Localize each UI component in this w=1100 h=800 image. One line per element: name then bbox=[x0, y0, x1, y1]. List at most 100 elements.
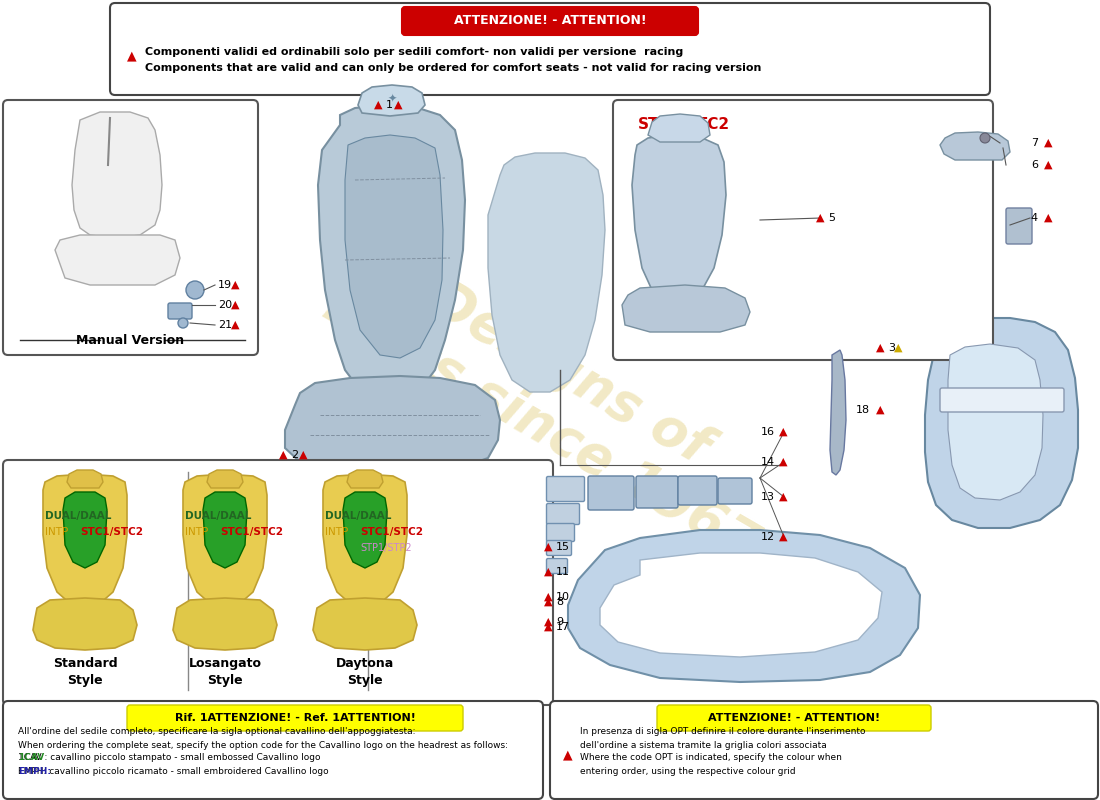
Text: 7: 7 bbox=[1031, 138, 1038, 148]
Text: STC1/STC2: STC1/STC2 bbox=[220, 527, 283, 537]
Polygon shape bbox=[830, 350, 846, 475]
FancyBboxPatch shape bbox=[550, 701, 1098, 799]
Text: 3: 3 bbox=[888, 343, 895, 353]
Text: 6: 6 bbox=[1031, 160, 1038, 170]
Text: ▲: ▲ bbox=[543, 592, 552, 602]
FancyBboxPatch shape bbox=[588, 476, 634, 510]
FancyBboxPatch shape bbox=[168, 303, 192, 319]
Text: 21: 21 bbox=[218, 320, 232, 330]
Text: ▲: ▲ bbox=[128, 50, 136, 62]
Polygon shape bbox=[43, 474, 126, 610]
Text: ATTENZIONE! - ATTENTION!: ATTENZIONE! - ATTENTION! bbox=[708, 713, 880, 723]
Text: 13: 13 bbox=[761, 492, 776, 502]
Text: ▲: ▲ bbox=[779, 457, 788, 467]
Text: STC1/STC2: STC1/STC2 bbox=[80, 527, 143, 537]
Polygon shape bbox=[72, 112, 162, 238]
Polygon shape bbox=[345, 135, 443, 358]
Text: 1: 1 bbox=[386, 100, 393, 110]
Text: ▲: ▲ bbox=[563, 749, 573, 762]
Text: DUAL/DAAL: DUAL/DAAL bbox=[45, 511, 111, 521]
Text: ▲: ▲ bbox=[299, 450, 307, 460]
Text: Components that are valid and can only be ordered for comfort seats - not valid : Components that are valid and can only b… bbox=[145, 63, 761, 73]
Polygon shape bbox=[343, 492, 387, 568]
Text: ▲: ▲ bbox=[543, 617, 552, 627]
Text: 11: 11 bbox=[556, 567, 570, 577]
Polygon shape bbox=[318, 105, 465, 400]
Text: ▲: ▲ bbox=[1044, 213, 1053, 223]
Text: ▲: ▲ bbox=[394, 100, 403, 110]
Text: 5: 5 bbox=[828, 213, 835, 223]
Text: Standard
Style: Standard Style bbox=[53, 657, 118, 687]
FancyBboxPatch shape bbox=[547, 558, 568, 574]
Text: ▲: ▲ bbox=[816, 213, 824, 223]
FancyBboxPatch shape bbox=[613, 100, 993, 360]
Text: STP1/STP2: STP1/STP2 bbox=[360, 543, 411, 553]
Polygon shape bbox=[488, 153, 605, 392]
Text: INTP: INTP bbox=[324, 527, 349, 537]
Polygon shape bbox=[568, 530, 920, 682]
FancyBboxPatch shape bbox=[3, 460, 553, 705]
Polygon shape bbox=[204, 492, 248, 568]
Text: DUAL/DAAL: DUAL/DAAL bbox=[324, 511, 392, 521]
Text: ▲: ▲ bbox=[779, 532, 788, 542]
Text: 8: 8 bbox=[556, 597, 563, 607]
FancyBboxPatch shape bbox=[3, 100, 258, 355]
Polygon shape bbox=[925, 318, 1078, 528]
Text: ✦: ✦ bbox=[387, 94, 397, 104]
Ellipse shape bbox=[186, 281, 204, 299]
Text: EMPH: cavallino piccolo ricamato - small embroidered Cavallino logo: EMPH: cavallino piccolo ricamato - small… bbox=[18, 766, 329, 775]
Text: 2: 2 bbox=[292, 450, 298, 460]
Text: INTP: INTP bbox=[185, 527, 208, 537]
Polygon shape bbox=[621, 285, 750, 332]
Text: ▲: ▲ bbox=[876, 343, 884, 353]
Text: dell'ordine a sistema tramite la griglia colori associata: dell'ordine a sistema tramite la griglia… bbox=[580, 741, 827, 750]
Text: STC1/STC2: STC1/STC2 bbox=[638, 118, 730, 133]
Text: All'ordine del sedile completo, specificare la sigla optional cavallino dell'app: All'ordine del sedile completo, specific… bbox=[18, 727, 416, 737]
FancyBboxPatch shape bbox=[110, 3, 990, 95]
FancyBboxPatch shape bbox=[657, 705, 931, 731]
Polygon shape bbox=[948, 344, 1043, 500]
Polygon shape bbox=[67, 470, 103, 488]
Text: 19: 19 bbox=[218, 280, 232, 290]
Text: 15: 15 bbox=[556, 542, 570, 552]
Polygon shape bbox=[358, 85, 425, 116]
Text: ▲: ▲ bbox=[374, 100, 383, 110]
FancyBboxPatch shape bbox=[547, 503, 580, 525]
Polygon shape bbox=[323, 474, 407, 610]
FancyBboxPatch shape bbox=[402, 7, 698, 35]
Text: 4: 4 bbox=[1031, 213, 1038, 223]
Polygon shape bbox=[55, 235, 180, 285]
FancyBboxPatch shape bbox=[547, 477, 584, 502]
FancyBboxPatch shape bbox=[3, 701, 543, 799]
Text: 17: 17 bbox=[556, 622, 570, 632]
Text: 1CAV : cavallino piccolo stampato - small embossed Cavallino logo: 1CAV : cavallino piccolo stampato - smal… bbox=[18, 754, 320, 762]
Text: entering order, using the respective colour grid: entering order, using the respective col… bbox=[580, 766, 795, 775]
Text: Designs of
Parts since 1967: Designs of Parts since 1967 bbox=[315, 229, 795, 571]
Text: ▲: ▲ bbox=[543, 597, 552, 607]
FancyBboxPatch shape bbox=[636, 476, 678, 508]
FancyBboxPatch shape bbox=[678, 476, 717, 505]
FancyBboxPatch shape bbox=[940, 388, 1064, 412]
FancyBboxPatch shape bbox=[1006, 208, 1032, 244]
Polygon shape bbox=[173, 598, 277, 650]
Polygon shape bbox=[314, 598, 417, 650]
Text: Componenti validi ed ordinabili solo per sedili comfort- non validi per versione: Componenti validi ed ordinabili solo per… bbox=[145, 47, 683, 57]
Text: 14: 14 bbox=[761, 457, 776, 467]
Text: 20: 20 bbox=[218, 300, 232, 310]
FancyBboxPatch shape bbox=[718, 478, 752, 504]
FancyBboxPatch shape bbox=[547, 523, 574, 542]
Text: Manual Version: Manual Version bbox=[76, 334, 184, 346]
Text: INTP: INTP bbox=[45, 527, 68, 537]
Text: STC1/STC2: STC1/STC2 bbox=[360, 527, 424, 537]
Polygon shape bbox=[183, 474, 267, 610]
Text: 9: 9 bbox=[556, 617, 563, 627]
Text: ▲: ▲ bbox=[1044, 160, 1053, 170]
Text: ▲: ▲ bbox=[543, 622, 552, 632]
Text: ▲: ▲ bbox=[893, 343, 902, 353]
Text: In presenza di sigla OPT definire il colore durante l'inserimento: In presenza di sigla OPT definire il col… bbox=[580, 727, 866, 737]
Text: When ordering the complete seat, specify the option code for the Cavallino logo : When ordering the complete seat, specify… bbox=[18, 741, 508, 750]
Text: ▲: ▲ bbox=[1044, 138, 1053, 148]
Text: ▲: ▲ bbox=[543, 542, 552, 552]
Text: ▲: ▲ bbox=[231, 300, 240, 310]
Text: ▲: ▲ bbox=[779, 427, 788, 437]
